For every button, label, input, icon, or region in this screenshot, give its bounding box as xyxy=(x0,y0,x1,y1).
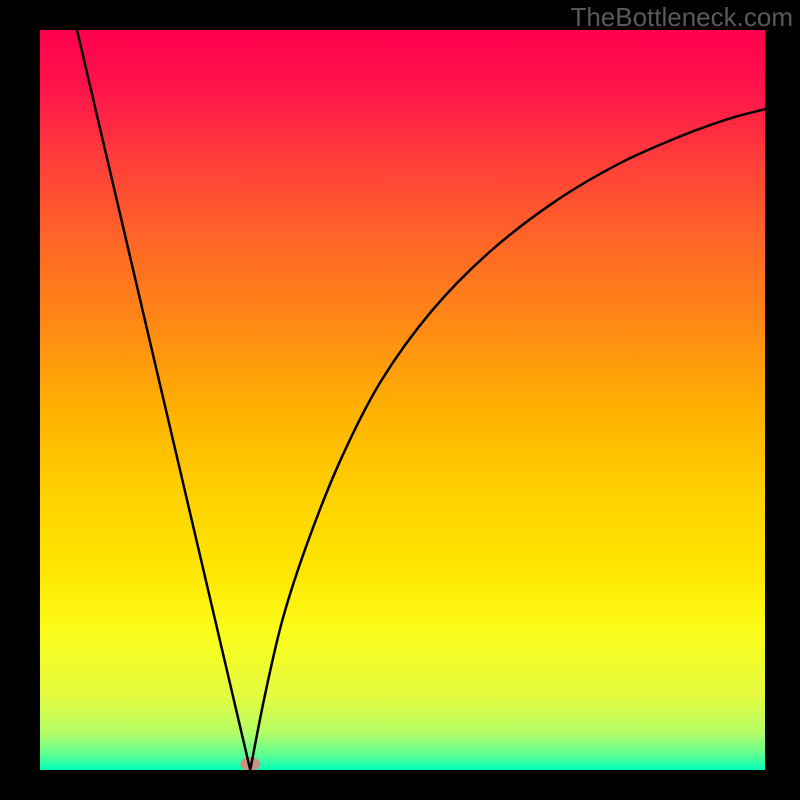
bottleneck-chart xyxy=(0,0,800,800)
mask-left xyxy=(0,0,40,800)
mask-right xyxy=(765,0,800,800)
mask-bottom xyxy=(0,770,800,800)
plot-background xyxy=(40,30,765,770)
chart-container: TheBottleneck.com xyxy=(0,0,800,800)
watermark-text: TheBottleneck.com xyxy=(570,2,793,33)
